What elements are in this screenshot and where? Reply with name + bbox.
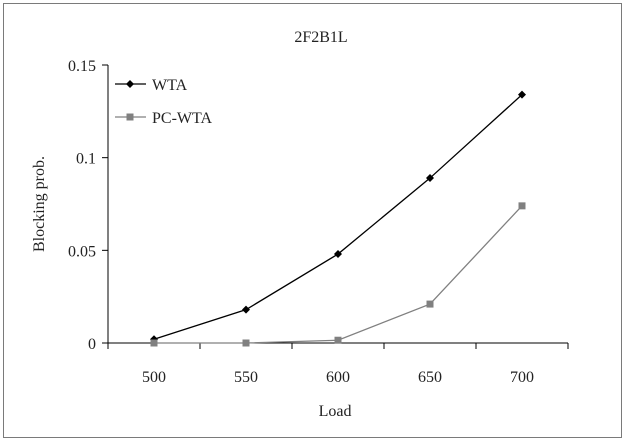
series-line-wta [153,94,523,340]
y-tick-label: 0.15 [68,58,96,75]
data-point [334,336,342,344]
y-axis-label: Blocking prob. [31,156,48,252]
data-point [518,202,526,210]
legend: WTA PC-WTA [115,77,212,127]
data-point [518,90,526,99]
y-tick-label: 0.05 [68,243,96,260]
chart-title: 2F2B1L [294,29,347,46]
series-line-pc-wta [154,205,523,344]
data-point [242,339,250,347]
series-group [150,90,526,347]
data-point [426,300,434,308]
x-tick-label: 700 [510,369,534,386]
y-tick-label: 0.1 [76,151,96,168]
legend-label: PC-WTA [152,110,212,127]
chart-frame [3,3,622,438]
x-tick-label: 650 [418,369,442,386]
y-ticks: 0 0.05 0.1 0.15 [68,58,108,353]
x-tick-label: 500 [142,369,166,386]
legend-marker [126,80,134,88]
y-tick-label: 0 [88,336,96,353]
legend-marker [126,113,134,121]
data-point [150,339,158,347]
legend-label: WTA [152,77,188,94]
x-tick-label: 600 [326,369,350,386]
x-axis-label: Load [319,403,352,420]
x-tick-label: 550 [234,369,258,386]
axes [107,65,568,344]
data-point [334,250,342,259]
data-point [426,174,434,183]
x-ticks: 500 550 600 650 700 [107,343,569,386]
data-point [242,305,250,314]
